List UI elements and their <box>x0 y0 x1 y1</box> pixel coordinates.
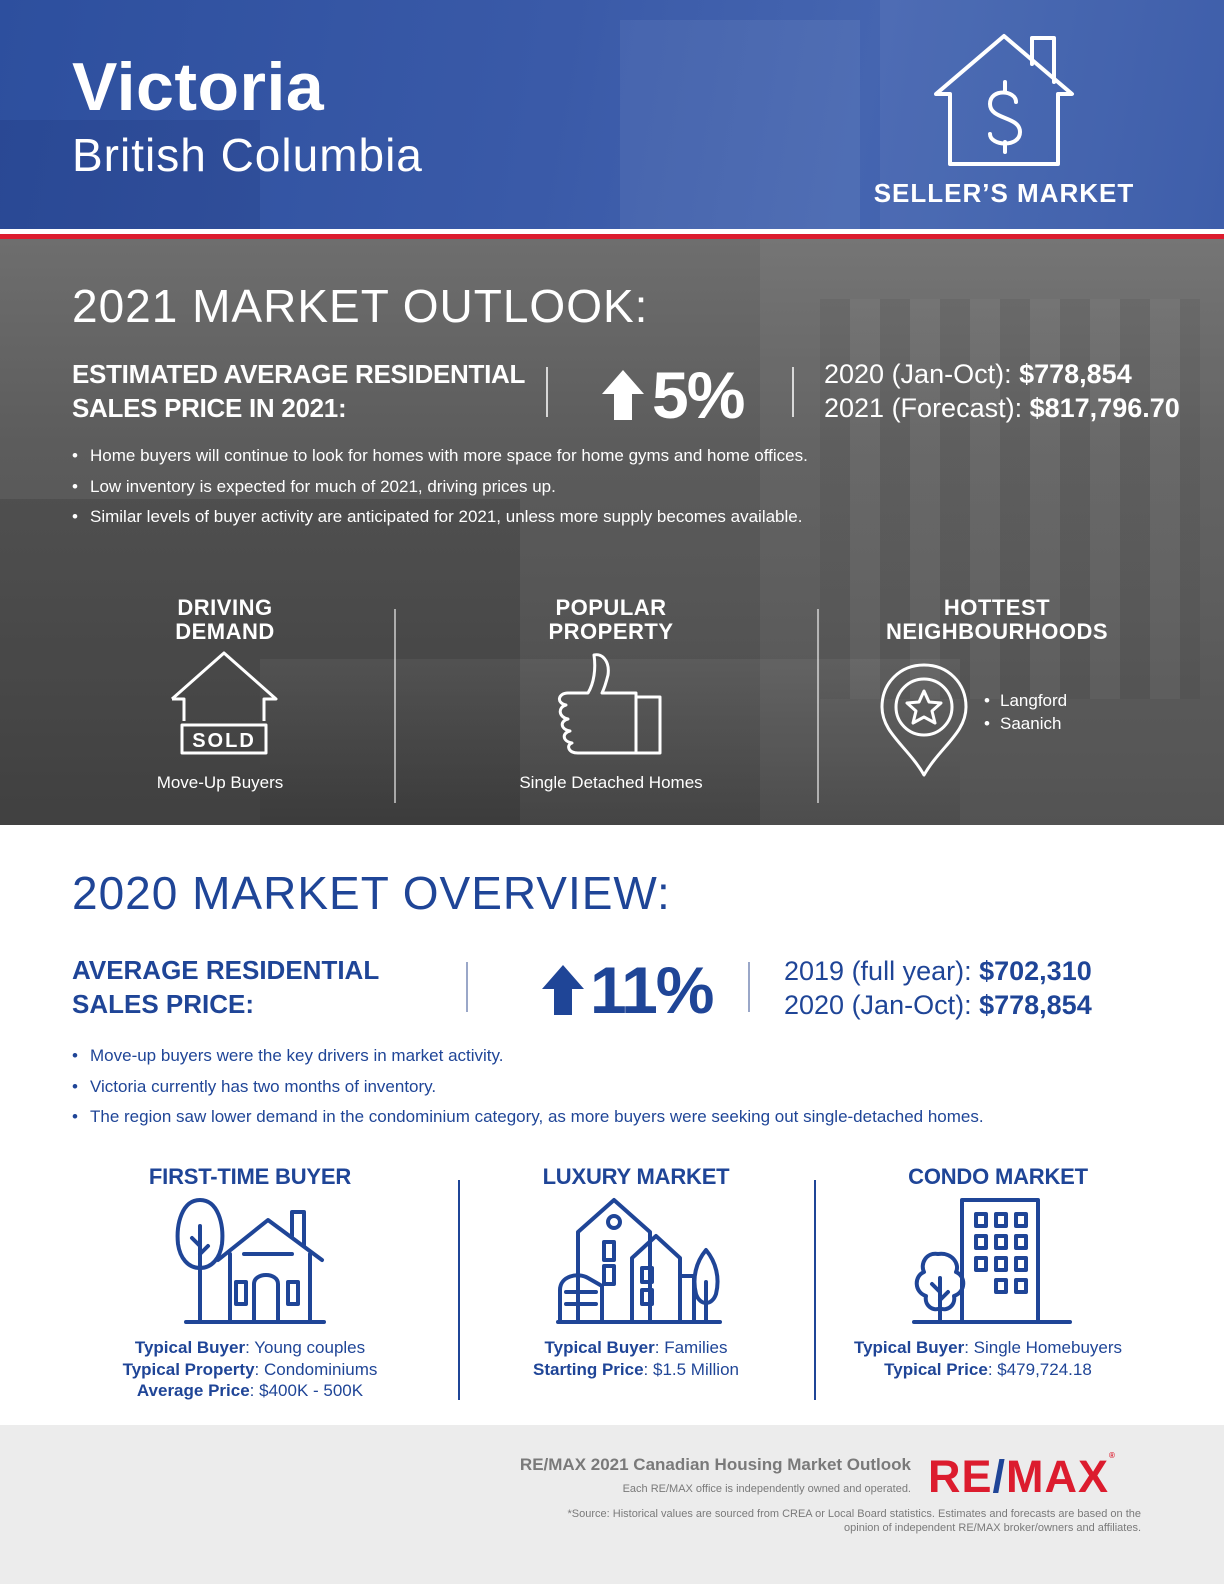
list-item: Home buyers will continue to look for ho… <box>72 441 808 472</box>
neighbourhood-list: Langford Saanich <box>984 689 1067 735</box>
detail-row: Typical Buyer: Young couples <box>134 1338 366 1357</box>
thumbs-up-icon <box>558 653 662 755</box>
overview-change-value: 11% <box>590 953 714 1027</box>
house-dollar-icon <box>934 34 1074 166</box>
outlook-section: 2021 MARKET OUTLOOK: ESTIMATED AVERAGE R… <box>0 239 1224 825</box>
detail-row: Typical Price: $479,724.18 <box>884 1359 1092 1379</box>
outlook-prices: 2020 (Jan-Oct): $778,854 2021 (Forecast)… <box>824 357 1180 425</box>
house-tree-icon <box>175 1198 326 1324</box>
divider-white <box>0 229 1224 234</box>
overview-heading: 2020 MARKET OVERVIEW: <box>72 867 671 919</box>
list-item: Low inventory is expected for much of 20… <box>72 472 808 503</box>
overview-price-label: AVERAGE RESIDENTIAL SALES PRICE: <box>72 955 379 1019</box>
separator <box>546 367 548 417</box>
list-item: Similar levels of buyer activity are ant… <box>72 502 808 533</box>
popular-property-title: POPULAR PROPERTY <box>548 595 674 644</box>
province-subtitle: British Columbia <box>72 129 423 181</box>
detail-row: Average Price: $400K - 500K <box>136 1381 364 1400</box>
outlook-change: 5% <box>600 357 745 433</box>
outlook-price-label: ESTIMATED AVERAGE RESIDENTIAL SALES PRIC… <box>72 359 525 423</box>
background-trees <box>0 499 520 825</box>
popular-property-caption: Single Detached Homes <box>519 773 703 792</box>
list-item: Langford <box>984 689 1067 712</box>
detail-row: Starting Price: $1.5 Million <box>533 1359 739 1379</box>
remax-logo: RE/MAX® <box>928 1451 1116 1502</box>
city-title: Victoria <box>72 49 325 125</box>
separator <box>394 609 396 803</box>
arrow-up-icon <box>542 965 584 1015</box>
separator <box>792 367 794 417</box>
header-banner: Victoria British Columbia SELLER’S MARKE… <box>0 0 1224 229</box>
outlook-change-value: 5% <box>652 358 745 432</box>
overview-change: 11% <box>540 952 714 1028</box>
background-walkway <box>260 659 960 825</box>
list-item: The region saw lower demand in the condo… <box>72 1102 984 1133</box>
hottest-neighbourhoods-title: HOTTEST NEIGHBOURHOODS <box>885 595 1109 644</box>
driving-demand-caption: Move-Up Buyers <box>156 773 284 792</box>
overview-price-row: 2020 (Jan-Oct): $778,854 <box>784 990 1092 1020</box>
luxury-market-details: Typical Buyer: Families Starting Price: … <box>466 1337 806 1380</box>
footer-title: RE/MAX 2021 Canadian Housing Market Outl… <box>519 1455 911 1474</box>
list-item: Saanich <box>984 712 1067 735</box>
background-building <box>620 20 860 229</box>
overview-prices: 2019 (full year): $702,310 2020 (Jan-Oct… <box>784 954 1092 1022</box>
sold-house-icon: SOLD <box>171 651 278 755</box>
separator <box>748 962 750 1012</box>
separator <box>814 1180 816 1400</box>
separator <box>458 1180 460 1400</box>
separator <box>817 609 819 803</box>
detail-row: Typical Property: Condominiums <box>122 1359 378 1379</box>
detail-row: Typical Buyer: Families <box>544 1338 728 1357</box>
background-windows <box>820 299 1200 699</box>
outlook-price-row: 2021 (Forecast): $817,796.70 <box>824 393 1180 423</box>
footer: RE/MAX 2021 Canadian Housing Market Outl… <box>0 1425 1224 1584</box>
luxury-market-title: LUXURY MARKET <box>542 1164 730 1189</box>
condo-building-icon <box>912 1198 1072 1324</box>
footer-disclaimer: Each RE/MAX office is independently owne… <box>622 1483 911 1495</box>
first-time-buyer-details: Typical Buyer: Young couples Typical Pro… <box>80 1337 420 1402</box>
outlook-heading: 2021 MARKET OUTLOOK: <box>72 280 649 332</box>
footer-source-note: *Source: Historical values are sourced f… <box>567 1508 1142 1534</box>
first-time-buyer-title: FIRST-TIME BUYER <box>148 1164 352 1189</box>
star-pin-icon <box>880 663 968 777</box>
separator <box>466 962 468 1012</box>
divider-red <box>0 234 1224 239</box>
outlook-price-row: 2020 (Jan-Oct): $778,854 <box>824 359 1132 389</box>
outlook-bullets: Home buyers will continue to look for ho… <box>72 441 808 533</box>
overview-price-row: 2019 (full year): $702,310 <box>784 956 1092 986</box>
condo-market-details: Typical Buyer: Single Homebuyers Typical… <box>818 1337 1158 1380</box>
list-item: Victoria currently has two months of inv… <box>72 1072 984 1103</box>
luxury-home-icon <box>556 1198 722 1324</box>
condo-market-title: CONDO MARKET <box>908 1164 1088 1189</box>
driving-demand-title: DRIVING DEMAND <box>175 595 275 644</box>
detail-row: Typical Buyer: Single Homebuyers <box>853 1338 1123 1357</box>
background-trees <box>0 120 260 229</box>
market-type-label: SELLER’S MARKET <box>873 178 1135 208</box>
svg-text:SOLD: SOLD <box>192 730 256 752</box>
arrow-up-icon <box>602 370 644 420</box>
overview-bullets: Move-up buyers were the key drivers in m… <box>72 1041 984 1133</box>
list-item: Move-up buyers were the key drivers in m… <box>72 1041 984 1072</box>
